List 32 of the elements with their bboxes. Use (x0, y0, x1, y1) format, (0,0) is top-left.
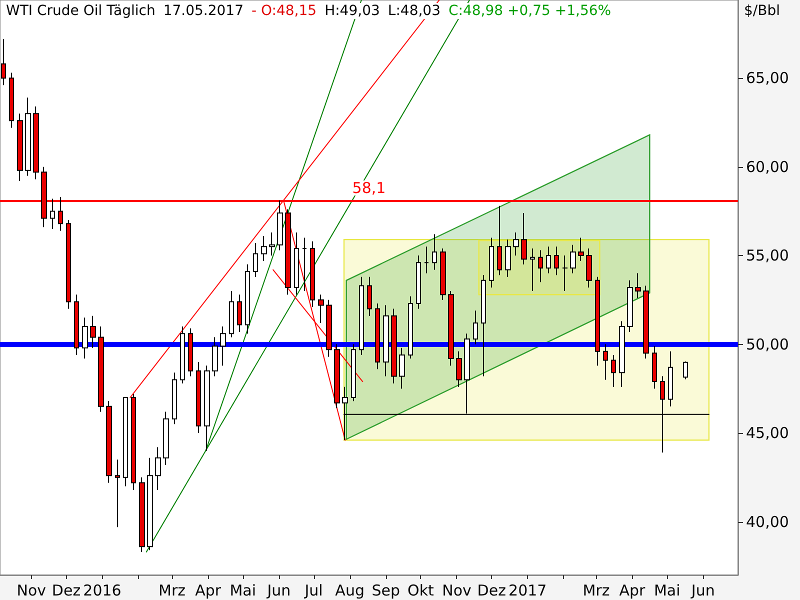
x-tick-label: Apr (619, 582, 646, 600)
x-tick-label: Jun (690, 582, 715, 600)
x-tick-label: Jun (266, 582, 291, 600)
x-tick-label: Nov (442, 582, 472, 600)
x-tick-label: 2017 (508, 582, 547, 600)
x-tick-label: Dez (477, 582, 506, 600)
x-tick-label: Mrz (158, 582, 186, 600)
y-tick-label: 40,00 (746, 512, 789, 531)
x-tick-label: Okt (408, 582, 434, 600)
x-tick-label: Jul (304, 582, 323, 600)
x-tick-label: Sep (372, 582, 400, 600)
annotation: - O:48,15 (251, 3, 317, 19)
y-tick-label: 45,00 (746, 424, 789, 442)
annotation: L:48,03 (388, 3, 440, 19)
x-tick-label: Mai (230, 582, 256, 600)
ref-line-label: 58,1 (352, 179, 386, 198)
x-tick-label: Mrz (582, 582, 610, 600)
x-tick-label: Apr (195, 582, 222, 600)
annotation: H:49,03 (324, 3, 380, 19)
x-tick-label: Aug (335, 582, 364, 600)
x-tick-label: 2016 (83, 582, 122, 600)
y-tick-label: 60,00 (746, 158, 789, 176)
x-tick-label: Dez (52, 582, 81, 600)
x-tick-label: Nov (16, 582, 46, 600)
chart-title: WTI Crude Oil Täglich (6, 3, 156, 19)
y-axis-title: $/Bbl (744, 3, 780, 19)
y-tick-label: 65,00 (746, 69, 789, 88)
annotation: C:48,98 +0,75 +1,56% (448, 3, 612, 19)
y-tick-label: 50,00 (746, 335, 789, 354)
y-tick-label: 55,00 (746, 246, 789, 265)
x-tick-label: Mai (654, 582, 680, 600)
chart-subtitle: 17.05.2017 (163, 3, 244, 19)
